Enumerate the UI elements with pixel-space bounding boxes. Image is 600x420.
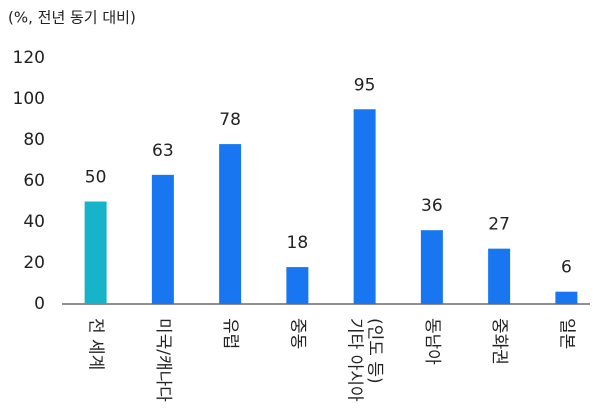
chart-title: (%, 전년 동기 대비) <box>8 9 136 27</box>
x-tick-label-line: 동남아 <box>422 318 442 365</box>
x-tick-label: 중화권 <box>489 318 509 365</box>
y-tick-label: 40 <box>23 212 45 232</box>
x-tick-label-line: 일본 <box>556 318 576 349</box>
y-tick-label: 60 <box>23 171 45 191</box>
bar <box>286 267 309 304</box>
x-tick-label-line: 중동 <box>287 318 307 349</box>
x-tick-label-line: (인도 등) <box>365 318 385 384</box>
data-label: 27 <box>488 215 510 235</box>
x-tick-label-line: 기타 아시아 <box>345 318 365 402</box>
x-tick-label: 동남아 <box>422 318 442 365</box>
data-label: 95 <box>354 75 376 95</box>
y-tick-label: 20 <box>23 253 45 273</box>
x-tick-label-line: 중화권 <box>489 318 509 365</box>
data-label: 78 <box>219 110 241 130</box>
y-tick-label: 100 <box>13 89 45 109</box>
data-label: 6 <box>561 258 572 278</box>
bar <box>84 201 107 304</box>
y-tick-label: 120 <box>13 48 45 68</box>
data-label: 63 <box>152 141 174 161</box>
x-tick-label: 전 세계 <box>86 318 106 370</box>
x-tick-label: 중동 <box>287 318 307 349</box>
bar <box>420 230 443 304</box>
y-tick-label: 80 <box>23 130 45 150</box>
x-tick-label: 기타 아시아(인도 등) <box>345 318 385 402</box>
bar <box>353 109 376 304</box>
x-tick-label: 일본 <box>556 318 576 349</box>
x-tick-label: 유럽 <box>220 318 240 349</box>
bar <box>219 144 242 304</box>
data-label: 50 <box>85 168 107 188</box>
x-tick-label: 미국/캐나다 <box>153 318 173 402</box>
bar <box>151 174 174 304</box>
y-tick-label: 0 <box>34 294 45 314</box>
x-tick-label-line: 유럽 <box>220 318 240 349</box>
data-label: 36 <box>421 196 443 216</box>
data-label: 18 <box>287 233 309 253</box>
bar <box>555 291 578 304</box>
bar <box>488 248 511 304</box>
x-tick-label-line: 전 세계 <box>86 318 106 370</box>
x-tick-label-line: 미국/캐나다 <box>153 318 173 402</box>
